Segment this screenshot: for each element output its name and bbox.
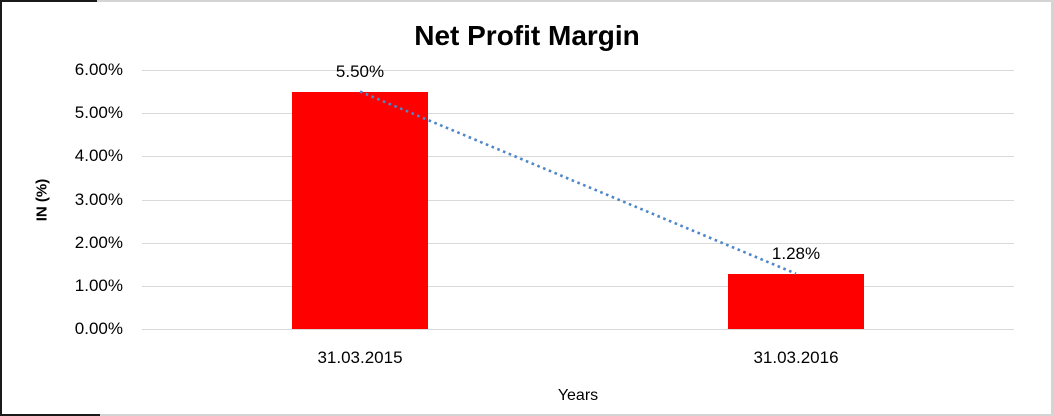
bar-data-label: 1.28% [771,243,821,263]
gridline [142,199,1014,201]
frame-border-right [1051,0,1054,416]
y-axis-title: IN (%) [33,178,51,222]
bar [728,273,864,329]
x-tick-label: 31.03.2016 [753,348,839,367]
gridline [142,285,1014,287]
y-tick-label: 5.00% [74,103,123,123]
y-tick-label: 6.00% [74,60,123,79]
frame-border-left [0,0,2,416]
frame-border-bottom [0,414,1054,416]
gridline [142,113,1014,115]
x-tick-label: 31.03.2015 [317,348,403,367]
y-tick-label: 4.00% [74,146,123,166]
y-tick-label: 0.00% [74,319,123,338]
gridline [142,70,1014,71]
frame-border-top-left [0,0,97,2]
y-tick-label: 1.00% [74,275,123,295]
bar-data-label: 5.50% [335,61,385,81]
frame-border-top [0,0,1054,2]
frame-border-bottom-left [0,414,100,416]
chart-title: Net Profit Margin [414,20,640,51]
x-axis-title: Years [557,387,599,404]
gridline [142,156,1014,158]
gridline [142,242,1014,244]
bar [292,91,428,329]
gridline [142,329,1014,330]
y-tick-label: 3.00% [74,189,123,209]
y-tick-label: 2.00% [74,232,123,252]
